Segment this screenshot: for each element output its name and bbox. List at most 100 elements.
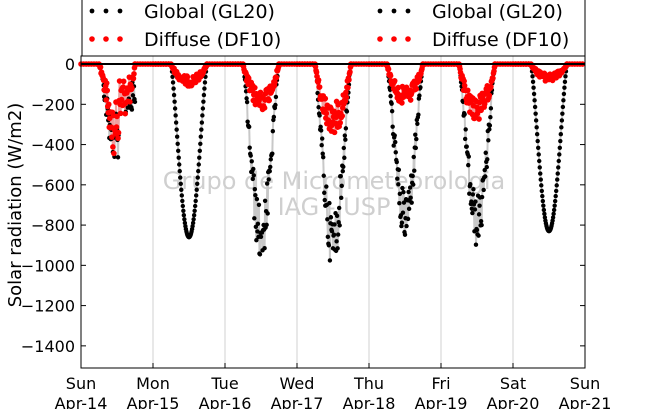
legend-box bbox=[81, 0, 586, 57]
global-point bbox=[470, 210, 475, 216]
global-point bbox=[533, 111, 538, 116]
global-point bbox=[195, 175, 200, 180]
global-point bbox=[198, 141, 203, 146]
global-point bbox=[201, 92, 207, 98]
global-point bbox=[170, 80, 176, 85]
global-point bbox=[190, 220, 196, 226]
global-point bbox=[320, 136, 325, 141]
x-tick-label-day: Sun bbox=[570, 374, 600, 393]
x-tick-label-day: Tue bbox=[210, 374, 238, 393]
diffuse-point bbox=[345, 84, 351, 91]
global-point bbox=[251, 173, 256, 178]
diffuse-point bbox=[266, 97, 273, 104]
diffuse-point bbox=[316, 84, 323, 90]
global-point bbox=[250, 176, 255, 182]
y-tick-label: −400 bbox=[31, 136, 75, 155]
global-point bbox=[115, 155, 121, 160]
x-tick-label-date: Apr-17 bbox=[271, 394, 324, 409]
global-point bbox=[343, 137, 348, 142]
legend-label: Diffuse (DF10) bbox=[432, 29, 569, 51]
diffuse-point bbox=[323, 110, 330, 117]
global-point bbox=[194, 193, 199, 198]
global-point bbox=[396, 182, 401, 187]
x-tick-label-day: Wed bbox=[280, 374, 315, 393]
global-point bbox=[172, 99, 177, 104]
global-point bbox=[394, 159, 399, 165]
global-point bbox=[462, 112, 467, 117]
global-point bbox=[193, 198, 198, 204]
global-point bbox=[554, 188, 559, 194]
diffuse-point bbox=[399, 100, 405, 106]
global-point bbox=[552, 203, 557, 208]
diffuse-point bbox=[346, 77, 352, 83]
diffuse-point bbox=[117, 110, 124, 117]
diffuse-point bbox=[97, 64, 104, 70]
global-point bbox=[535, 138, 540, 144]
global-point bbox=[551, 211, 556, 217]
global-point bbox=[264, 181, 270, 186]
diffuse-point bbox=[461, 78, 467, 84]
x-tick-label-date: Apr-16 bbox=[199, 394, 252, 409]
global-point bbox=[413, 132, 418, 137]
diffuse-point bbox=[273, 74, 280, 81]
global-point bbox=[474, 227, 480, 233]
legend-marker bbox=[89, 8, 95, 14]
global-point bbox=[414, 136, 419, 142]
grid-lines bbox=[152, 56, 514, 368]
diffuse-point bbox=[115, 129, 122, 136]
global-point bbox=[319, 143, 324, 148]
global-point bbox=[271, 114, 277, 120]
global-point bbox=[531, 85, 536, 90]
global-point bbox=[392, 133, 397, 138]
global-point bbox=[404, 223, 409, 229]
global-point bbox=[341, 145, 346, 151]
diffuse-point bbox=[130, 75, 137, 82]
global-point bbox=[181, 208, 186, 213]
global-point bbox=[407, 185, 413, 190]
global-point bbox=[562, 85, 567, 90]
global-point bbox=[486, 138, 491, 143]
global-point bbox=[558, 138, 563, 144]
global-point bbox=[318, 128, 324, 133]
global-point bbox=[198, 134, 204, 139]
global-point bbox=[253, 193, 258, 198]
global-point bbox=[327, 200, 332, 206]
global-point bbox=[556, 165, 561, 170]
y-tick-label: −200 bbox=[31, 95, 75, 114]
global-point bbox=[176, 148, 181, 154]
global-point bbox=[540, 193, 545, 199]
global-point bbox=[477, 203, 482, 208]
global-point bbox=[391, 143, 396, 148]
global-point bbox=[413, 145, 418, 151]
global-point bbox=[464, 144, 469, 149]
diffuse-point bbox=[111, 150, 117, 157]
global-point bbox=[321, 155, 326, 160]
global-point bbox=[316, 105, 321, 110]
global-point bbox=[556, 158, 561, 164]
global-point bbox=[195, 181, 200, 186]
global-point bbox=[191, 213, 197, 218]
global-point bbox=[405, 216, 411, 222]
diffuse-point bbox=[407, 97, 414, 103]
global-point bbox=[563, 74, 568, 79]
global-point bbox=[327, 258, 333, 263]
global-point bbox=[471, 187, 476, 192]
diffuse-point bbox=[252, 101, 259, 108]
x-tick-label-date: Apr-19 bbox=[415, 394, 468, 409]
global-point bbox=[273, 94, 279, 100]
global-point bbox=[339, 183, 344, 189]
global-point bbox=[255, 221, 261, 226]
global-point bbox=[467, 191, 472, 196]
global-point bbox=[178, 181, 183, 186]
global-point bbox=[417, 93, 422, 98]
global-point bbox=[335, 246, 340, 251]
global-point bbox=[481, 187, 486, 193]
x-tick-label-date: Apr-14 bbox=[55, 394, 108, 409]
global-point bbox=[270, 128, 276, 134]
diffuse-point bbox=[184, 74, 191, 80]
diffuse-point bbox=[343, 89, 349, 96]
x-tick-label-date: Apr-15 bbox=[127, 394, 180, 409]
global-point bbox=[256, 202, 262, 207]
global-point bbox=[336, 205, 342, 211]
